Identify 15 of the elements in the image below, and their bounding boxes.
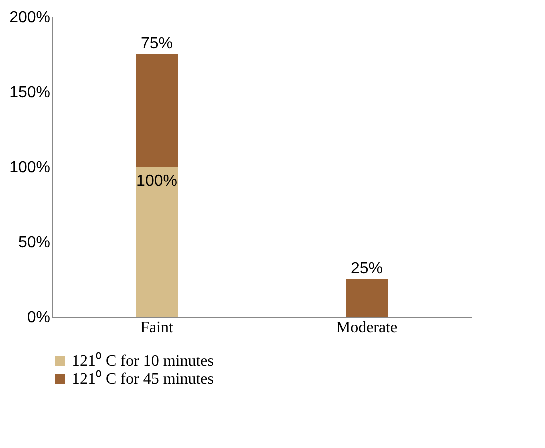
legend-label: 121⁰ C for 10 minutes — [72, 352, 214, 370]
x-tick-label: Moderate — [336, 320, 398, 336]
bar — [136, 54, 178, 167]
y-tick-label: 50% — [18, 234, 50, 252]
data-label: 25% — [350, 260, 384, 278]
y-tick-label: 150% — [10, 84, 50, 102]
y-tick-label: 0% — [27, 310, 50, 326]
data-label: 100% — [136, 173, 178, 190]
bar — [136, 167, 178, 317]
data-label: 75% — [140, 36, 174, 52]
legend-label: 121⁰ C for 45 minutes — [72, 370, 214, 388]
y-tick-label: 200% — [10, 10, 50, 26]
bar — [346, 280, 388, 317]
x-tick-label: Faint — [140, 320, 174, 336]
y-tick-label: 100% — [10, 160, 50, 176]
